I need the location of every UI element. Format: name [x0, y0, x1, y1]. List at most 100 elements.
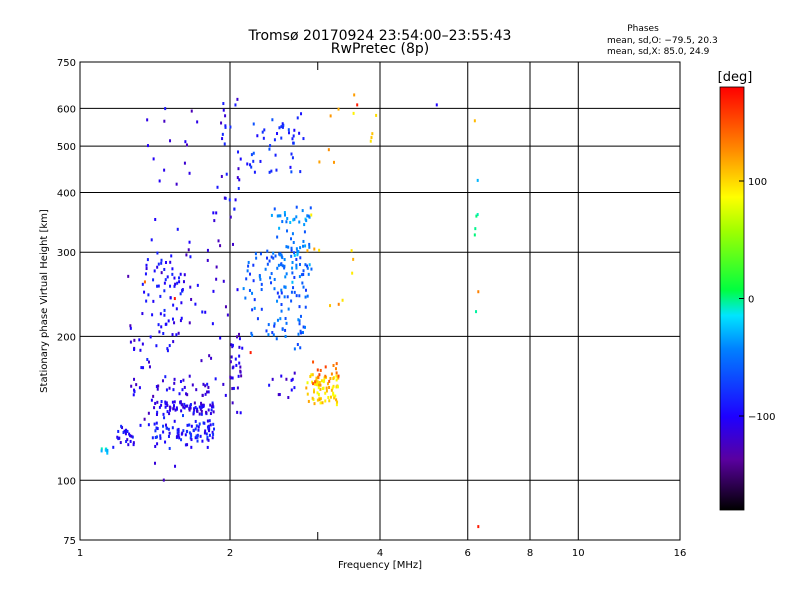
data-point: [310, 267, 313, 271]
data-point: [201, 439, 204, 443]
data-point: [125, 440, 128, 444]
data-point: [100, 447, 103, 451]
data-point: [272, 256, 275, 260]
data-point: [196, 409, 199, 413]
data-point: [157, 262, 160, 266]
data-point: [129, 439, 132, 443]
data-point: [311, 396, 314, 400]
data-point: [296, 251, 299, 255]
data-point: [335, 374, 338, 378]
data-point: [206, 437, 209, 441]
data-point: [335, 398, 338, 402]
data-point: [177, 427, 180, 431]
data-point: [302, 137, 305, 141]
data-point: [191, 383, 194, 387]
x-tick-label: 1: [77, 548, 83, 559]
data-point: [156, 251, 159, 255]
data-point: [284, 275, 287, 279]
data-point: [212, 422, 215, 426]
data-point: [196, 439, 199, 443]
data-point: [285, 272, 288, 276]
data-point: [193, 407, 196, 411]
data-point: [172, 303, 175, 307]
data-point: [128, 432, 131, 436]
data-point: [305, 386, 308, 390]
data-point: [212, 410, 215, 414]
data-point: [291, 232, 294, 236]
data-point: [300, 331, 303, 335]
data-point: [207, 408, 210, 412]
data-point: [204, 392, 207, 396]
data-point: [221, 137, 224, 141]
data-point: [351, 271, 354, 275]
data-point: [283, 285, 286, 289]
data-point: [182, 429, 185, 433]
data-point: [306, 392, 309, 396]
data-point: [222, 279, 225, 283]
data-point: [281, 220, 284, 224]
x-tick-label: 10: [572, 548, 585, 559]
data-point: [293, 386, 296, 390]
data-point: [319, 383, 322, 387]
data-point: [298, 220, 301, 224]
data-point: [332, 384, 335, 388]
data-point: [304, 263, 307, 267]
data-point: [159, 294, 162, 298]
data-point: [290, 246, 293, 250]
data-point: [147, 293, 150, 297]
data-point: [173, 276, 176, 280]
data-point: [475, 310, 478, 314]
data-point: [307, 399, 310, 403]
data-point: [210, 408, 213, 412]
phase-stats-x: mean, sd,X: 85.0, 24.9: [607, 47, 710, 57]
data-point: [269, 276, 272, 280]
data-point: [284, 285, 287, 289]
data-point: [184, 140, 187, 144]
data-point: [177, 331, 180, 335]
data-point: [306, 381, 309, 385]
data-point: [213, 427, 216, 431]
data-point: [326, 382, 329, 386]
data-point: [284, 328, 287, 332]
data-point: [173, 297, 176, 301]
data-point: [171, 317, 174, 321]
data-point: [287, 128, 290, 132]
data-point: [126, 438, 129, 442]
data-point: [166, 275, 169, 279]
data-point: [214, 377, 217, 381]
data-point: [173, 419, 176, 423]
data-point: [246, 269, 249, 273]
data-point: [145, 263, 148, 267]
data-point: [190, 445, 193, 449]
data-point: [249, 351, 252, 355]
data-point: [299, 256, 302, 260]
data-point: [278, 226, 281, 230]
data-point: [146, 358, 149, 362]
data-point: [248, 288, 251, 292]
data-point: [321, 387, 324, 391]
data-point: [190, 438, 193, 442]
data-point: [301, 281, 304, 285]
data-point: [277, 263, 280, 267]
data-point: [259, 252, 262, 256]
data-point: [270, 169, 273, 173]
data-point: [135, 383, 138, 387]
data-point: [324, 399, 327, 403]
data-point: [267, 323, 270, 327]
data-point: [223, 142, 226, 146]
data-point: [208, 429, 211, 433]
data-point: [327, 148, 330, 152]
data-point: [273, 138, 276, 142]
data-point: [172, 406, 175, 410]
data-point: [179, 272, 182, 276]
data-point: [240, 374, 243, 378]
data-point: [164, 322, 167, 326]
data-point: [199, 405, 202, 409]
data-point: [282, 123, 285, 127]
data-point: [317, 383, 320, 387]
data-point: [273, 287, 276, 291]
data-point: [231, 376, 234, 380]
phase-stats-heading: Phases: [627, 24, 659, 34]
data-point: [302, 272, 305, 276]
y-tick-label: 750: [57, 58, 76, 69]
